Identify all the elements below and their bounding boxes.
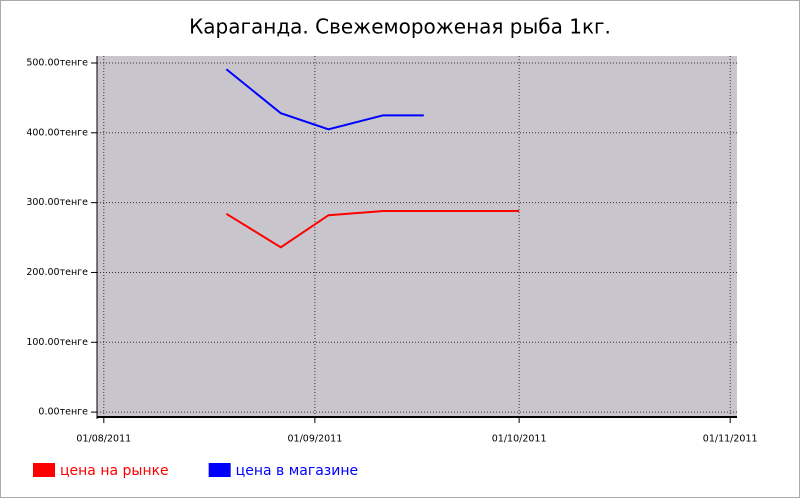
y-tick-label: 0.00тенге xyxy=(38,407,88,418)
y-tick-label: 100.00тенге xyxy=(26,337,88,348)
legend-label: цена на рынке xyxy=(60,463,169,479)
plot-area xyxy=(97,56,737,417)
x-tick-label: 01/10/2011 xyxy=(492,434,547,445)
y-tick-label: 200.00тенге xyxy=(26,267,88,278)
legend-swatch xyxy=(208,463,231,477)
x-tick-label: 01/08/2011 xyxy=(76,434,131,445)
legend-label: цена в магазине xyxy=(236,463,358,479)
y-tick-label: 400.00тенге xyxy=(26,127,88,138)
y-tick-label: 300.00тенге xyxy=(26,197,88,208)
y-tick-label: 500.00тенге xyxy=(26,57,88,68)
series-line xyxy=(225,68,424,131)
chart-title: Караганда. Свежемороженая рыба 1кг. xyxy=(189,15,611,39)
x-tick-label: 01/11/2011 xyxy=(703,434,758,445)
legend-swatch xyxy=(33,463,55,477)
x-tick-label: 01/09/2011 xyxy=(287,434,342,445)
series-line xyxy=(225,210,520,249)
